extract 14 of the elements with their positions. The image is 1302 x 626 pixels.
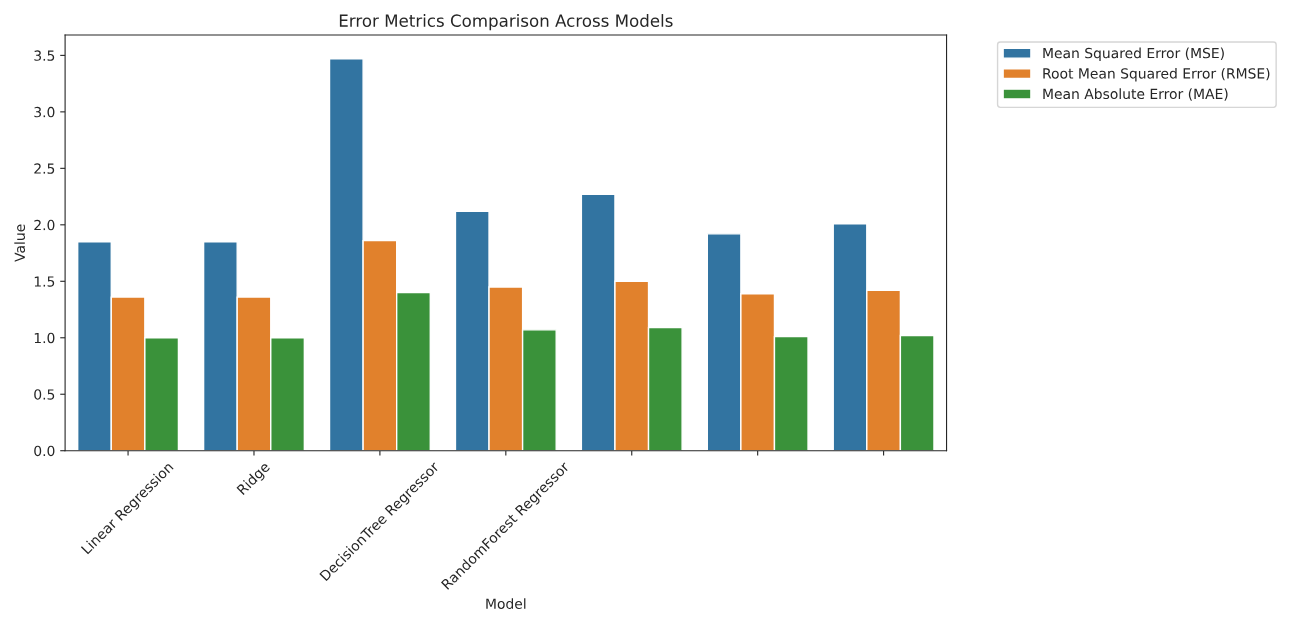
y-axis-title: Value [14,224,26,262]
y-tick-label: 3.5 [34,50,55,61]
y-tick-label: 1.5 [34,276,55,287]
y-tick-label: 0.0 [34,445,55,457]
y-tick-label: 1.0 [34,332,55,344]
y-tick-label: 2.5 [34,163,55,174]
x-axis-title: Model [486,598,526,609]
y-tick-label: 2.0 [34,219,55,231]
chart-title: Error Metrics Comparison Across Models [339,14,673,31]
y-tick-label: 0.5 [34,389,55,400]
y-tick-label: 3.0 [34,106,55,118]
legend-label: Root Mean Squared Error (RMSE) [1043,67,1270,82]
legend-label: Mean Squared Error (MSE) [1043,47,1224,61]
legend-label: Mean Absolute Error (MAE) [1043,88,1228,101]
